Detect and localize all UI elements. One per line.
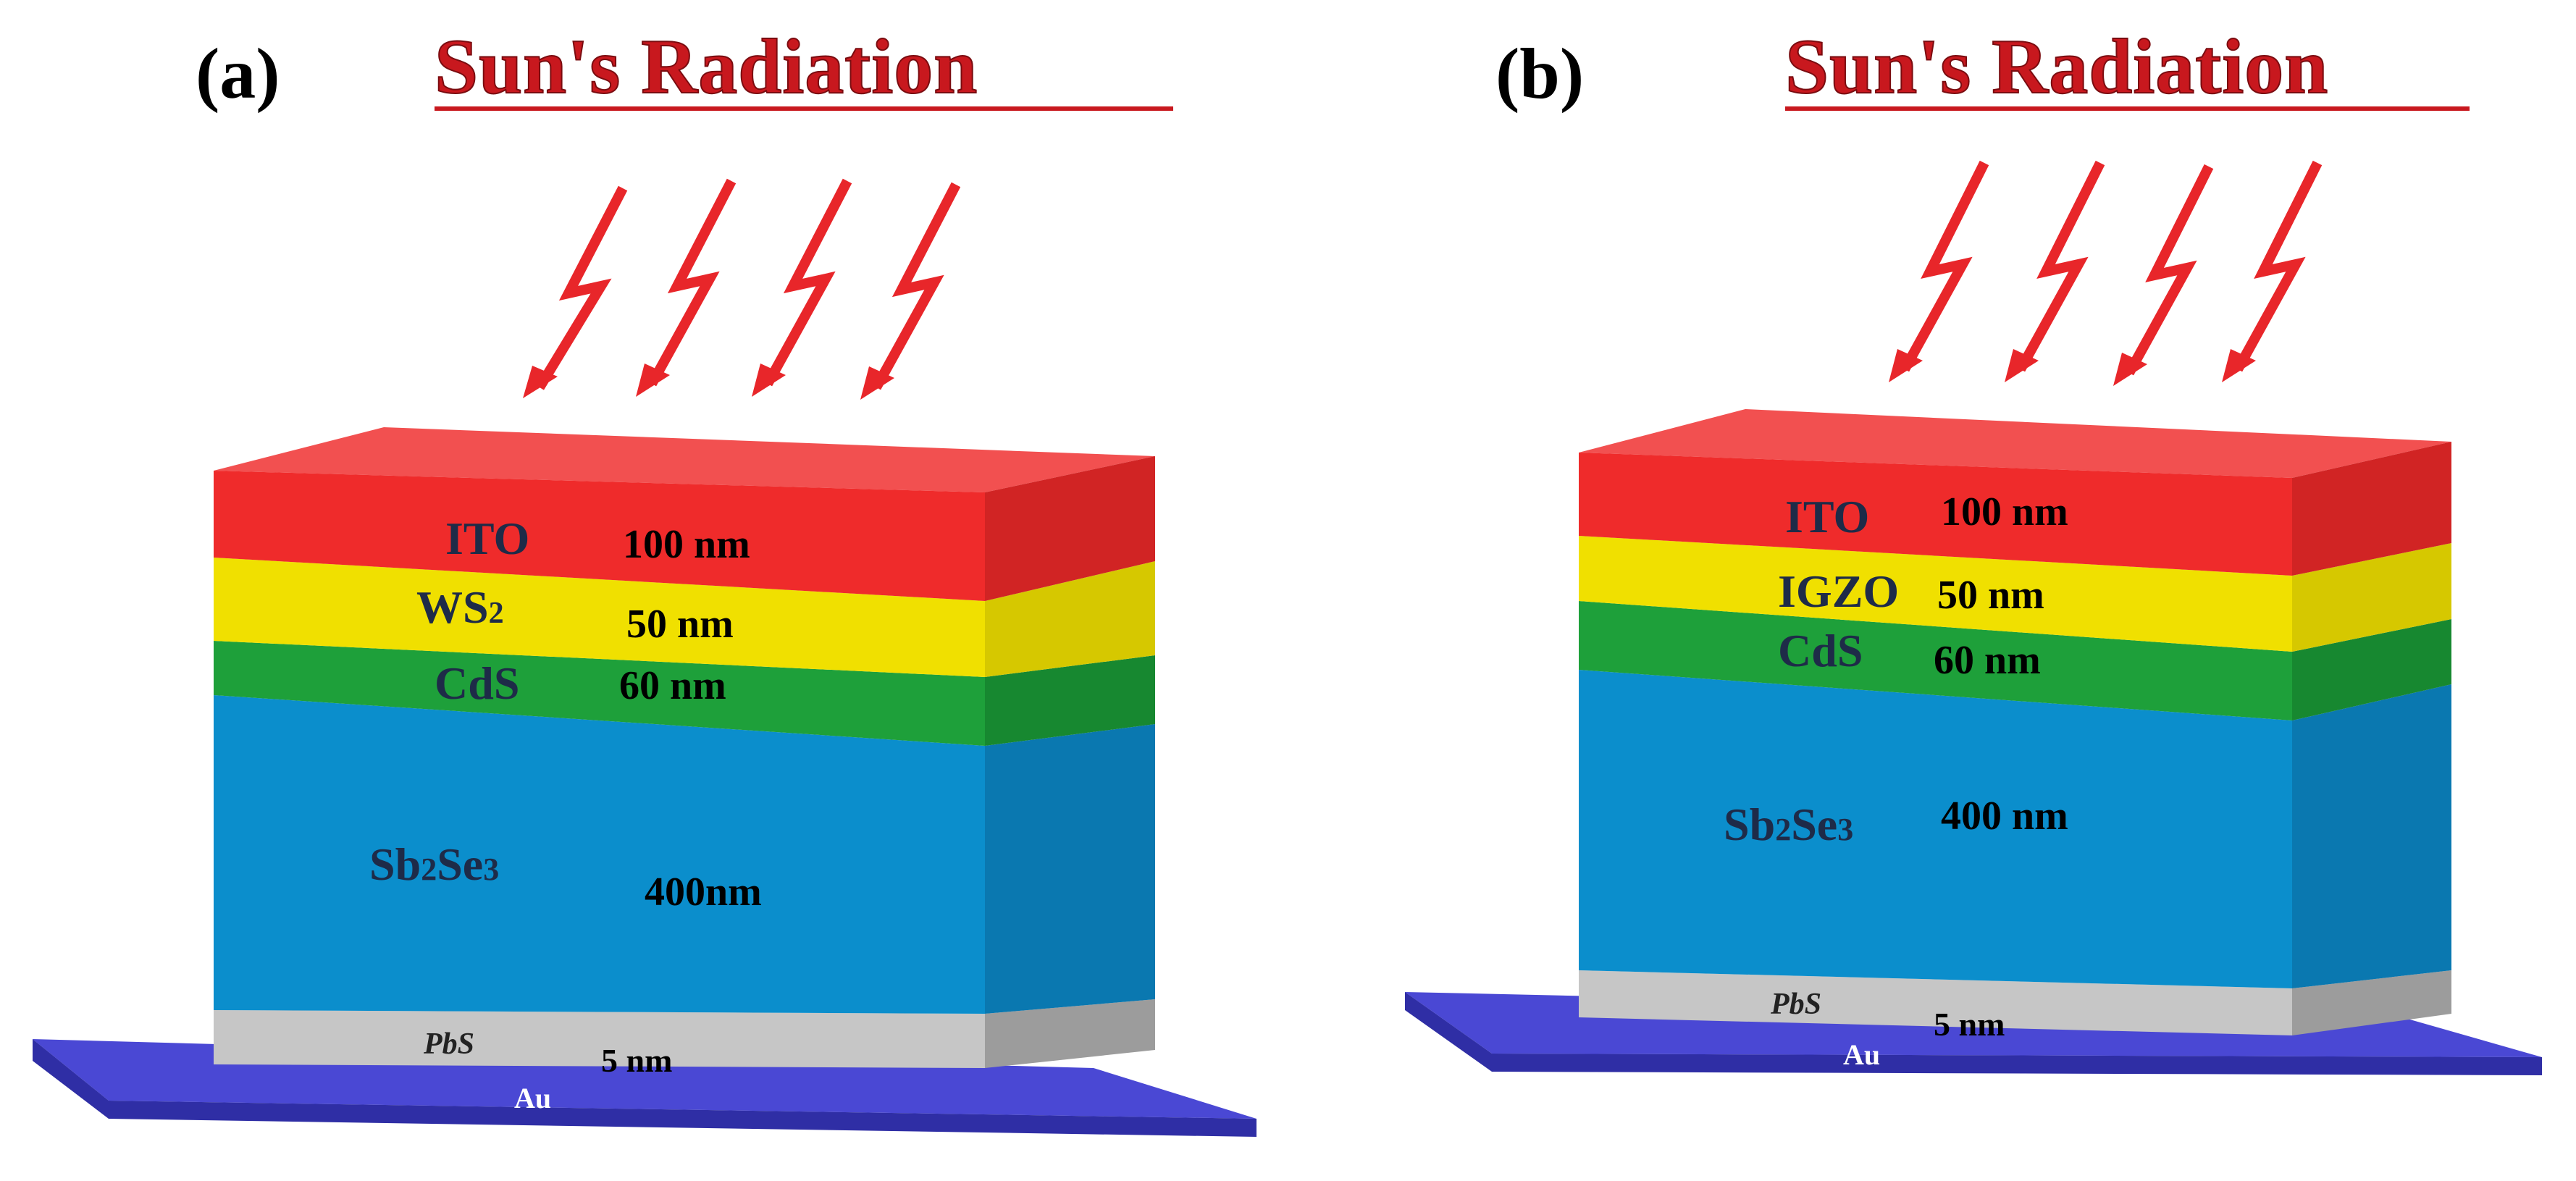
panel-b-pbs-layer bbox=[1579, 970, 2292, 1035]
panel-a-etl-layer bbox=[214, 558, 985, 677]
panel-a-au-substrate-side bbox=[33, 1039, 1256, 1137]
panel-b-absorber-thickness: 400 nm bbox=[1941, 794, 2068, 839]
panel-b-absorber-side bbox=[2292, 684, 2451, 988]
panel-b-etl-layer bbox=[1579, 536, 2292, 652]
panel-a-pbs-side bbox=[985, 999, 1155, 1068]
panel-b-absorber-layer bbox=[1579, 670, 2292, 988]
panel-b-radiation-arrows bbox=[1889, 160, 2323, 386]
panel-b: (b) Sun's Radiation bbox=[1405, 23, 2542, 1075]
panel-b-label: (b) bbox=[1495, 33, 1584, 114]
panel-b-au-substrate-side bbox=[1405, 992, 2542, 1075]
panel-a-etl-side bbox=[985, 561, 1155, 677]
radiation-arrow-icon bbox=[2113, 164, 2214, 386]
panel-a-ito-label: ITO bbox=[445, 513, 529, 564]
panel-b-ito-layer bbox=[1579, 453, 2292, 576]
radiation-arrow-icon bbox=[2005, 160, 2105, 382]
panel-a-ito-side bbox=[985, 456, 1155, 601]
panel-a-pbs-thickness: 5 nm bbox=[601, 1042, 672, 1079]
panel-a: (a) Sun's Radiation bbox=[33, 23, 1256, 1137]
panel-b-cds-side bbox=[2292, 619, 2451, 720]
radiation-arrow-icon bbox=[1889, 160, 1989, 382]
panel-b-ito-thickness: 100 nm bbox=[1941, 489, 2068, 534]
panel-a-etl-thickness: 50 nm bbox=[626, 602, 734, 647]
panel-a-ito-layer bbox=[214, 471, 985, 601]
radiation-arrow-icon bbox=[2222, 160, 2323, 382]
panel-a-etl-label: WS2 bbox=[416, 581, 504, 633]
panel-a-cds-thickness: 60 nm bbox=[619, 663, 726, 708]
panel-a-pbs-layer bbox=[214, 1010, 985, 1068]
panel-a-radiation-arrows bbox=[523, 178, 961, 400]
panel-a-absorber-side bbox=[985, 724, 1155, 1014]
panel-b-etl-side bbox=[2292, 543, 2451, 652]
radiation-arrow-icon bbox=[523, 185, 628, 398]
panel-b-pbs-side bbox=[2292, 970, 2451, 1035]
panel-b-cds-layer bbox=[1579, 601, 2292, 720]
panel-b-ito-top bbox=[1579, 409, 2451, 478]
panel-b-au-label: Au bbox=[1843, 1038, 1880, 1071]
panel-a-absorber-layer bbox=[214, 695, 985, 1014]
panel-a-title: Sun's Radiation bbox=[435, 24, 978, 110]
panel-b-ito-side bbox=[2292, 442, 2451, 576]
panel-a-cds-side bbox=[985, 655, 1155, 746]
panel-a-ito-top bbox=[214, 427, 1155, 492]
panel-a-pbs-label: PbS bbox=[423, 1027, 474, 1061]
panel-b-etl-label: IGZO bbox=[1778, 566, 1899, 617]
panel-a-au-label: Au bbox=[514, 1082, 551, 1114]
panel-b-absorber-label: Sb2Se3 bbox=[1724, 799, 1853, 850]
panel-b-cds-label: CdS bbox=[1778, 625, 1863, 676]
panel-b-pbs-thickness: 5 nm bbox=[1934, 1006, 2005, 1043]
panel-b-ito-label: ITO bbox=[1785, 491, 1869, 542]
panel-b-pbs-label: PbS bbox=[1770, 988, 1821, 1021]
panel-b-cds-thickness: 60 nm bbox=[1934, 638, 2041, 683]
radiation-arrow-icon bbox=[860, 182, 961, 400]
panel-b-title: Sun's Radiation bbox=[1785, 24, 2328, 110]
panel-b-etl-thickness: 50 nm bbox=[1937, 573, 2044, 618]
panel-a-absorber-thickness: 400nm bbox=[645, 870, 762, 915]
radiation-arrow-icon bbox=[752, 178, 852, 397]
panel-a-ito-thickness: 100 nm bbox=[623, 522, 750, 567]
panel-a-label: (a) bbox=[196, 33, 280, 114]
radiation-arrow-icon bbox=[636, 178, 737, 397]
panel-a-absorber-label: Sb2Se3 bbox=[369, 839, 499, 890]
panel-a-cds-layer bbox=[214, 641, 985, 746]
panel-a-cds-label: CdS bbox=[435, 657, 519, 709]
